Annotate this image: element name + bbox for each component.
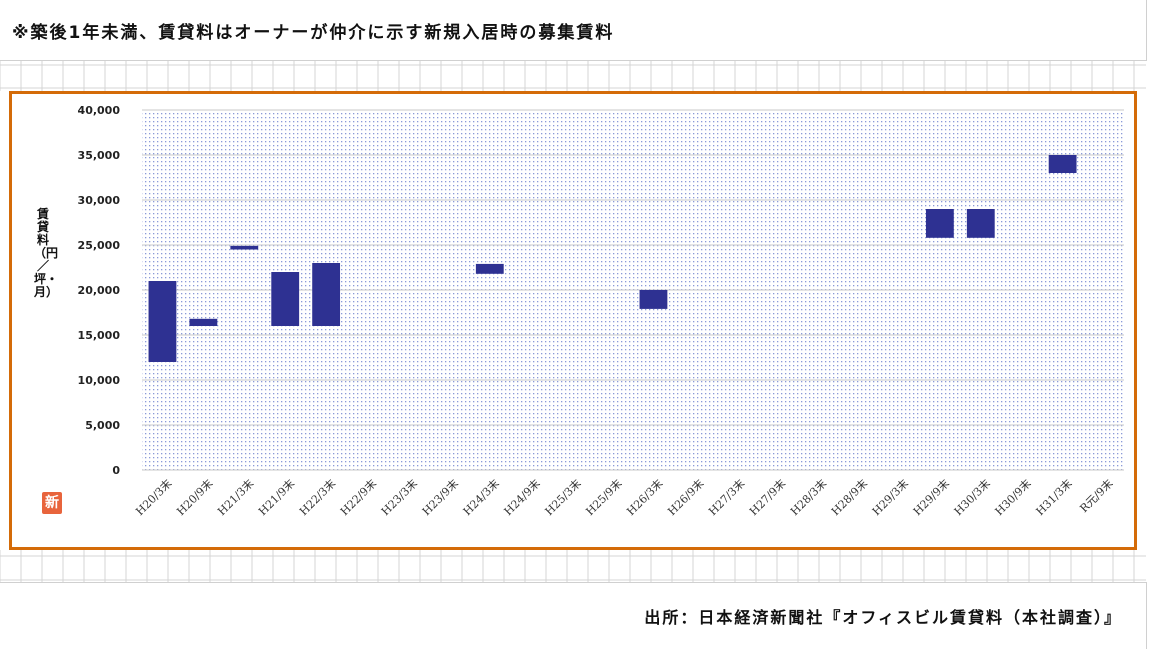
x-tick-label: H27/3末 (705, 476, 747, 518)
y-tick-label: 35,000 (78, 149, 121, 162)
y-tick-label: 15,000 (78, 329, 121, 342)
x-tick-label: H30/9末 (992, 476, 1034, 518)
range-bar (475, 263, 504, 274)
y-tick-label: 20,000 (78, 284, 121, 297)
x-tick-label: H22/3末 (296, 476, 338, 518)
x-tick-label: H25/3末 (542, 476, 584, 518)
x-tick-label: H27/9末 (746, 476, 788, 518)
source-text: 出所：日本経済新聞社『オフィスビル賃貸料（本社調査）』 (644, 608, 1122, 627)
x-tick-label: H20/3末 (133, 476, 175, 518)
range-bar (966, 209, 995, 238)
y-tick-label: 40,000 (78, 104, 121, 117)
x-tick-label: H30/3末 (951, 476, 993, 518)
y-axis-label: 賃貸料（円／坪・月） (34, 207, 59, 299)
x-tick-label: R元/9末 (1077, 476, 1116, 515)
y-tick-labels: 0 5,000 10,000 15,000 20,000 25,000 30,000 35,0… (78, 104, 121, 477)
chart-note: ※築後1年未満、賃貸料はオーナーが仲介に示す新規入居時の募集賃料 (12, 23, 615, 43)
y-gridlines (142, 109, 1124, 471)
x-tick-label: H26/9末 (665, 476, 707, 518)
range-bar (312, 263, 341, 326)
x-tick-label: H24/9末 (501, 476, 543, 518)
range-bar (639, 290, 668, 309)
range-bars (148, 155, 1077, 362)
x-tick-label: H25/9末 (583, 476, 625, 518)
x-tick-labels: H20/3末 H20/9末 H21/3末 H21/9末 H22/3末 H22/9末 H23/… (133, 476, 1116, 518)
x-tick-label: H21/3末 (214, 476, 256, 518)
range-bar (925, 209, 954, 238)
y-tick-label: 5,000 (85, 419, 120, 432)
y-tick-label: 0 (112, 464, 120, 477)
x-tick-label: H29/9末 (910, 476, 952, 518)
range-bar (189, 318, 218, 326)
x-tick-label: H23/3末 (378, 476, 420, 518)
y-tick-label: 25,000 (78, 239, 121, 252)
x-tick-label: H28/3末 (787, 476, 829, 518)
x-tick-label: H28/9末 (828, 476, 870, 518)
range-bar (148, 281, 177, 362)
source-area: 出所：日本経済新聞社『オフィスビル賃貸料（本社調査）』 (0, 582, 1147, 649)
x-tick-label: H29/3末 (869, 476, 911, 518)
x-tick-label: H24/3末 (460, 476, 502, 518)
x-tick-label: H23/9末 (419, 476, 461, 518)
x-tick-label: H31/3末 (1033, 476, 1075, 518)
y-tick-label: 30,000 (78, 194, 121, 207)
range-bar (271, 272, 300, 326)
x-tick-label: H26/3末 (624, 476, 666, 518)
y-tick-label: 10,000 (78, 374, 121, 387)
x-tick-label: H22/9末 (337, 476, 379, 518)
range-bar (230, 245, 259, 250)
new-badge-icon: 新 (42, 492, 62, 514)
note-area: ※築後1年未満、賃貸料はオーナーが仲介に示す新規入居時の募集賃料 (0, 0, 1147, 61)
range-bar (1048, 155, 1077, 173)
x-tick-label: H21/9末 (255, 476, 297, 518)
x-tick-label: H20/9末 (174, 476, 216, 518)
